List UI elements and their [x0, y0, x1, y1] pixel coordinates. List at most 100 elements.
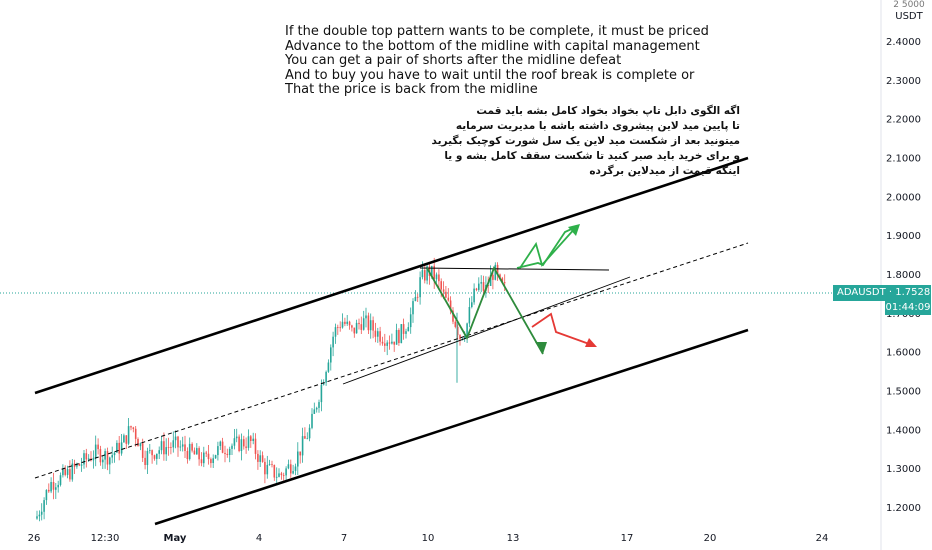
candle-body: [57, 484, 59, 488]
candle-body: [311, 413, 313, 428]
y-tick-label: 2.4000: [886, 37, 921, 48]
y-axis[interactable]: 2.4000 2.3000 2.2000 2.1000 2.0000 1.9000 1.80…: [886, 37, 921, 514]
channel-upper-line[interactable]: [34, 156, 749, 395]
candle-body: [160, 441, 163, 451]
candle-body: [344, 321, 346, 324]
candle-body: [174, 436, 177, 441]
candle-body: [421, 270, 424, 278]
annotation-line-fa: اگه الگوی دابل تاپ بخواد بخواد کامل بشه …: [476, 105, 740, 117]
candle-body: [287, 464, 290, 469]
double-top-line[interactable]: [419, 267, 610, 271]
candle-body: [320, 384, 323, 403]
candle-body: [426, 266, 428, 281]
candle-body: [52, 482, 55, 490]
currency-top: 2 5000: [893, 0, 925, 10]
channel-midline[interactable]: [34, 242, 749, 479]
candle-body: [459, 335, 461, 339]
candle-body: [475, 288, 478, 290]
bearish-path[interactable]: [531, 312, 593, 346]
x-tick-label: 12:30: [91, 533, 120, 544]
candle-body: [306, 438, 309, 440]
currency-label[interactable]: 2 5000 USDT: [892, 0, 926, 22]
candle-body: [266, 464, 269, 475]
candle-body: [226, 453, 229, 455]
candle-body: [268, 464, 271, 465]
candle-body: [134, 428, 137, 439]
candle-body: [468, 307, 471, 324]
candle-body: [130, 426, 132, 428]
candle-body: [210, 459, 212, 464]
candle-body: [99, 449, 102, 463]
candle-body: [442, 289, 445, 292]
candle-body: [153, 455, 156, 459]
candle-body: [454, 321, 457, 327]
candle-body: [365, 315, 367, 319]
candle-body: [186, 451, 189, 460]
candle-body: [181, 444, 184, 447]
double-top-path[interactable]: [426, 265, 544, 355]
candle-body: [106, 451, 109, 465]
candle-body: [271, 464, 273, 465]
candle-body: [414, 296, 417, 302]
candle-body: [111, 455, 113, 458]
candle-body: [466, 323, 468, 338]
candle-body: [386, 342, 388, 346]
candle-body: [447, 297, 450, 301]
candle-body: [327, 362, 330, 372]
candle-body: [156, 453, 158, 459]
y-tick-label: 1.8000: [886, 270, 921, 281]
candle-body: [55, 487, 57, 490]
candle-body: [127, 426, 130, 444]
candle-body: [224, 452, 226, 454]
candle-body: [191, 443, 193, 451]
channel-lower-line[interactable]: [154, 328, 749, 526]
candle-body: [247, 436, 250, 448]
candle-body: [66, 469, 69, 475]
candle-body: [297, 451, 299, 467]
candle-body: [278, 473, 280, 477]
candle-body: [151, 450, 153, 456]
x-tick-label: 26: [28, 533, 41, 544]
candle-body: [369, 320, 372, 331]
support-trendline[interactable]: [342, 276, 631, 385]
candle-body: [304, 436, 306, 439]
candle-body: [85, 453, 88, 460]
candle-body: [94, 444, 97, 458]
candle-body: [207, 453, 210, 460]
candle-body: [379, 331, 381, 342]
candle-body: [137, 439, 139, 447]
candle-body: [318, 402, 320, 408]
y-tick-label: 2.2000: [886, 115, 921, 126]
candle-body: [294, 466, 297, 471]
annotation-line: If the double top pattern wants to be co…: [285, 24, 709, 39]
x-tick-label: 17: [621, 533, 634, 544]
candle-body: [214, 455, 217, 459]
candle-body: [503, 282, 506, 284]
y-tick-label: 2.3000: [886, 76, 921, 87]
y-tick-label: 1.3000: [886, 464, 921, 475]
up-arrow-head: [568, 224, 580, 236]
candle-body: [412, 301, 414, 315]
candle-body: [424, 270, 426, 281]
y-tick-label: 1.9000: [886, 231, 921, 242]
candle-body: [449, 300, 452, 311]
candle-body: [332, 336, 334, 348]
candle-body: [163, 441, 165, 455]
candle-body: [40, 511, 43, 515]
candle-body: [339, 327, 341, 329]
candle-body: [120, 442, 123, 454]
candle-body: [48, 489, 50, 492]
candle-body: [325, 371, 327, 383]
candle-body: [184, 444, 186, 451]
candle-body: [116, 442, 118, 453]
candle-body: [290, 464, 292, 474]
annotation-line-fa: اینکه قیمت از میدلاین برگرده: [589, 165, 740, 177]
candle-body: [358, 322, 360, 325]
candle-body: [71, 463, 74, 480]
candle-body: [353, 327, 356, 334]
x-axis[interactable]: 26 12:30 May 4 7 10 13 17 20 24: [28, 533, 829, 544]
candle-body: [496, 264, 499, 275]
candle-body: [261, 455, 264, 462]
candle-body: [360, 324, 363, 330]
